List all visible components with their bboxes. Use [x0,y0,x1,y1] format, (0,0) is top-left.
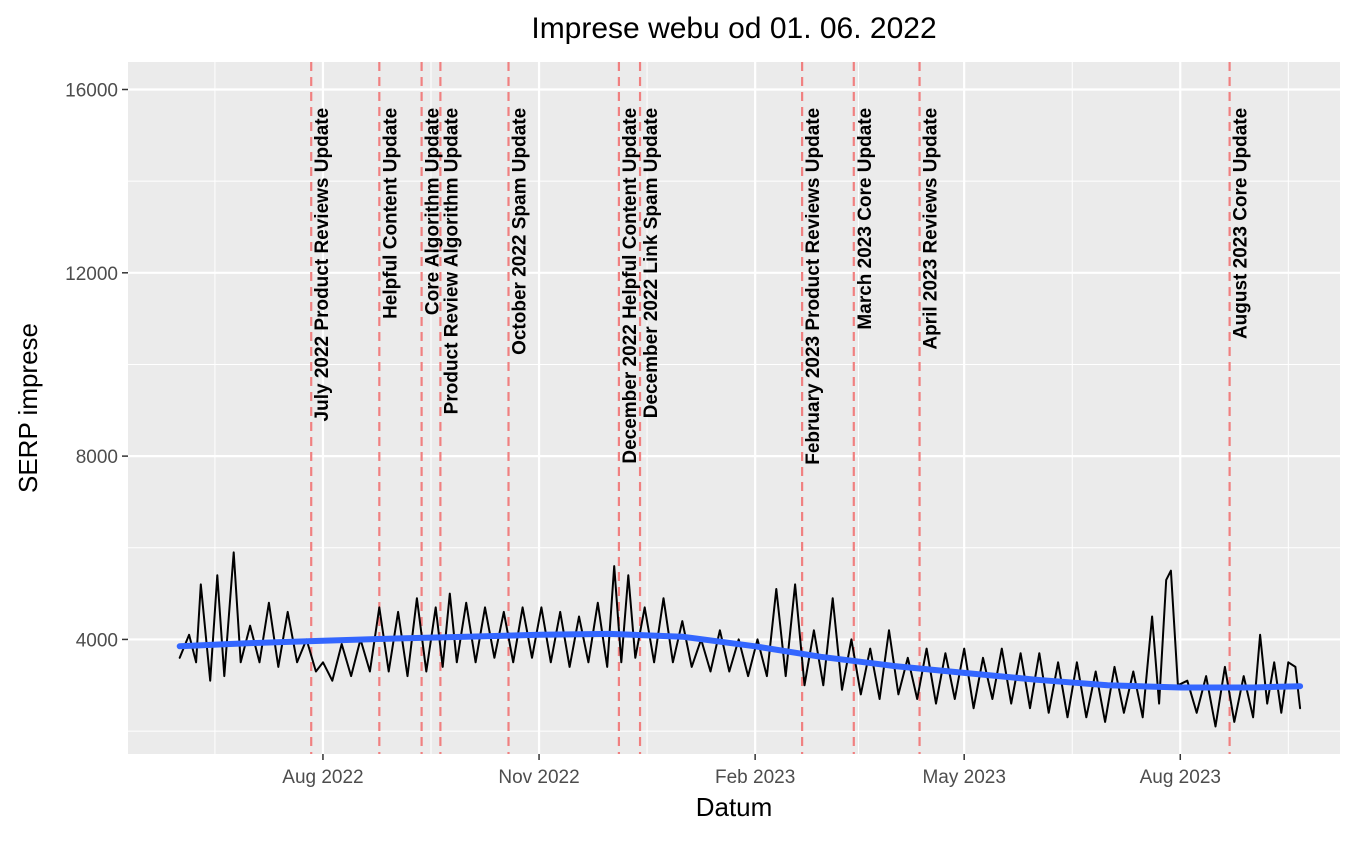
y-axis: 4000 8000 12000 16000 [65,80,128,651]
x-tick-label: May 2023 [922,767,1005,788]
annotation-label: March 2023 Core Update [855,108,876,330]
chart-title: Imprese webu od 01. 06. 2022 [531,12,936,45]
annotation-label: Helpful Content Update [380,108,401,319]
y-tick-label: 12000 [65,264,118,285]
annotation-label: August 2023 Core Update [1231,108,1252,339]
annotation-label: Core Algorithm Update [423,108,444,315]
smooth-trend-line [176,630,1304,691]
annotation-label: February 2023 Product Reviews Update [803,108,824,465]
y-tick-label: 8000 [76,447,118,468]
annotation-label: July 2022 Product Reviews Update [312,108,333,422]
annotation-label: April 2023 Reviews Update [921,108,942,350]
series-layer [176,551,1304,728]
x-tick-label: Feb 2023 [715,767,795,788]
annotation-label: Product Review Algorithm Update [441,108,462,415]
annotation-label: December 2022 Helpful Content Update [620,108,641,464]
annotation-labels: July 2022 Product Reviews Update Helpful … [312,108,1251,465]
annotation-label: December 2022 Link Spam Update [641,108,662,418]
annotation-label: October 2022 Spam Update [510,108,531,355]
x-tick-label: Aug 2022 [282,767,363,788]
y-tick-label: 4000 [76,630,118,651]
y-axis-title: SERP imprese [13,323,43,493]
y-tick-label: 16000 [65,80,118,101]
x-tick-label: Nov 2022 [498,767,579,788]
x-tick-label: Aug 2023 [1140,767,1221,788]
x-axis: Aug 2022 Nov 2022 Feb 2023 May 2023 Aug 2023 [282,754,1221,788]
x-axis-title: Datum [696,792,773,822]
